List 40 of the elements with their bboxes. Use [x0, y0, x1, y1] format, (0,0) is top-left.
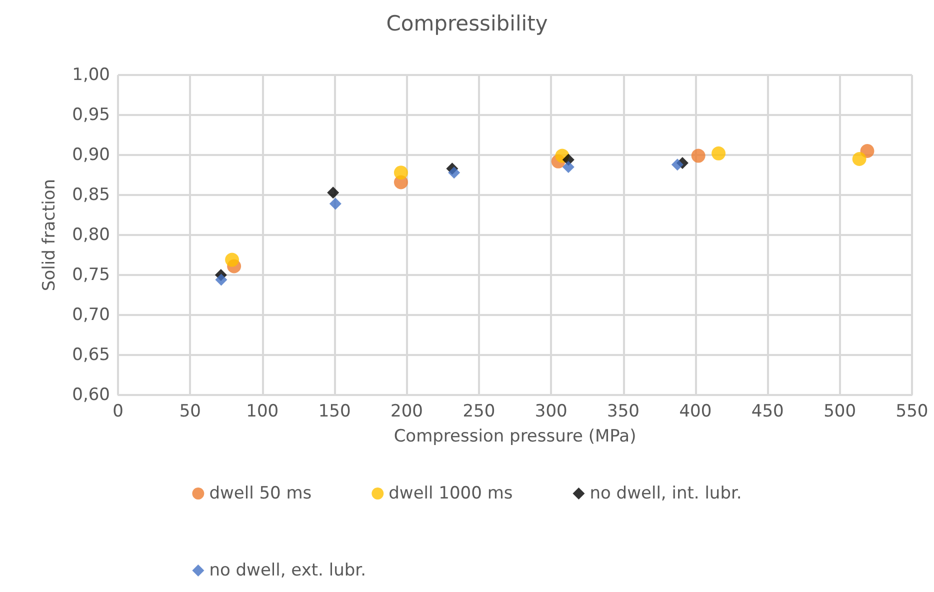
point: [712, 146, 726, 160]
x-tick-label: 450: [751, 402, 784, 422]
x-tick-label: 300: [534, 402, 568, 422]
point: [215, 274, 228, 286]
point: [225, 252, 240, 267]
y-tick-label: 0,95: [72, 105, 110, 125]
x-tick-label: 100: [246, 402, 279, 422]
point: [852, 152, 866, 166]
x-tick-label: 0: [112, 402, 124, 422]
y-tick-label: 0,85: [72, 185, 110, 205]
x-tick-label: 200: [390, 402, 423, 422]
y-tick-label: 1,00: [72, 65, 110, 85]
legend-label: no dwell, int. lubr.: [590, 484, 742, 504]
point: [691, 148, 706, 163]
x-tick-label: 250: [462, 402, 496, 422]
point: [394, 166, 408, 180]
y-tick-label: 0,60: [72, 385, 110, 405]
x-tick-label: 150: [318, 402, 351, 422]
point: [671, 158, 684, 171]
y-axis-title: Solid fraction: [40, 178, 60, 292]
point: [327, 186, 340, 199]
point: [329, 198, 342, 210]
legend-label: dwell 50 ms: [209, 484, 312, 504]
x-tick-label: 400: [679, 402, 712, 422]
x-tick-label: 500: [824, 402, 856, 422]
point: [448, 166, 460, 179]
x-axis-title: Compression pressure (MPa): [394, 426, 636, 446]
x-tick-label: 50: [179, 402, 201, 422]
legend-label: no dwell, ext. lubr.: [209, 560, 366, 580]
point: [860, 144, 874, 158]
y-tick-label: 0,80: [72, 225, 110, 245]
y-tick-label: 0,70: [72, 305, 110, 325]
y-tick-label: 0,65: [72, 345, 110, 365]
x-tick-label: 550: [896, 402, 928, 422]
y-tick-label: 0,90: [72, 145, 110, 165]
legend-label: dwell 1000 ms: [388, 484, 513, 504]
point: [562, 161, 574, 173]
y-tick-label: 0,75: [72, 265, 110, 285]
x-tick-label: 350: [607, 402, 640, 422]
chart-title: Compressibility: [386, 12, 548, 36]
